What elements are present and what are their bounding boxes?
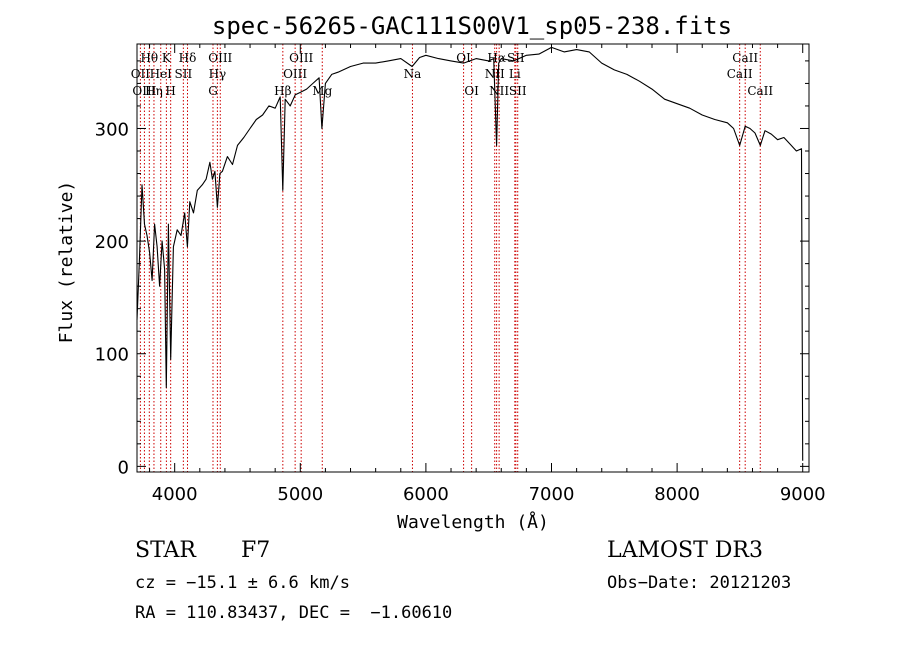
x-tick-label: 7000 [529,484,575,505]
line-marker-label: Hδ [179,51,197,65]
line-marker-label: CaII [747,84,773,98]
line-marker-label: OIII [283,67,307,81]
line-marker-label: CaII [732,51,758,65]
line-marker-label: K [162,51,172,65]
x-axis-label: Wavelength (Å) [397,511,549,533]
x-tick-label: 5000 [277,484,323,505]
line-marker-label: OIII [208,51,232,65]
line-marker-label: SII [509,84,527,98]
spectrum-line [136,46,804,461]
line-marker-label: NII [489,84,509,98]
line-marker-label: Mg [312,84,332,98]
line-marker-label: Li [509,67,521,81]
x-tick-label: 9000 [780,484,826,505]
line-marker-label: OI [464,84,479,98]
x-tick-label: 4000 [152,484,198,505]
line-marker-label: NII [485,67,505,81]
survey-label: LAMOST DR3 [607,538,763,563]
x-tick-label: 8000 [654,484,700,505]
observation-date: Obs−Date: 20121203 [607,573,792,593]
line-marker-label: OIII [289,51,313,65]
line-marker-label: Na [404,67,422,81]
x-axis: 4000 5000 6000 7000 8000 9000 [149,44,826,505]
line-marker-label: Hγ [209,67,227,81]
line-marker-label: OIII [132,84,156,98]
object-subclass: F7 [241,538,271,563]
line-marker-label: Hα [487,51,506,65]
line-marker-label: Hθ [140,51,158,65]
redshift-readout: cz = −15.1 ± 6.6 km/s [135,573,350,593]
line-marker-label: SII [507,51,525,65]
line-marker-label: H [165,84,175,98]
x-tick-label: 6000 [403,484,449,505]
coordinates-readout: RA = 110.83437, DEC = −1.60610 [135,603,453,623]
line-marker-label: OII [131,67,151,81]
line-marker-label: Hη [145,84,163,98]
line-marker-label: G [208,84,218,98]
y-axis: 0 100 200 300 [95,60,809,478]
line-marker-label: CaII [727,67,753,81]
plot-frame [136,43,810,473]
y-tick-label: 300 [95,119,129,140]
line-markers: Hθ OII OIII K HeI Hη SII H Hδ OIII Hγ G OIII OIII Hβ Mg… [131,44,773,472]
line-marker-label: SII [174,67,192,81]
y-tick-label: 0 [118,457,129,478]
line-marker-label: HeI [150,67,173,81]
object-class: STAR [135,538,196,563]
y-tick-label: 200 [95,232,129,253]
series-group [136,46,804,461]
y-tick-label: 100 [95,345,129,366]
chart-title: spec-56265-GAC111S00V1_sp05-238.fits [212,12,732,40]
y-axis-label: Flux (relative) [56,181,77,344]
line-marker-label: Hβ [274,84,291,98]
